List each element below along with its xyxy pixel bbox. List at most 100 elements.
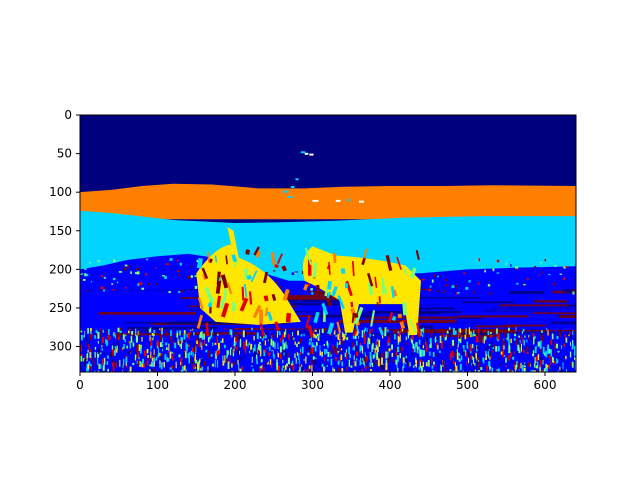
grass-streak	[353, 354, 355, 362]
grass-streak	[569, 351, 572, 358]
grass-streak	[559, 364, 561, 367]
grass-streak	[268, 346, 271, 351]
grass-streak	[94, 335, 96, 339]
grass-streak	[200, 341, 202, 348]
grass-streak	[432, 355, 435, 361]
grass-streak	[196, 340, 198, 344]
grass-streak	[559, 366, 561, 371]
grass-streak	[88, 339, 90, 341]
grass-streak	[547, 344, 549, 348]
grass-streak	[107, 336, 109, 341]
texture-speck	[289, 289, 293, 292]
grass-streak	[224, 355, 226, 363]
texture-speck	[515, 266, 519, 269]
zebra-stripe	[388, 312, 394, 322]
grass-streak	[381, 357, 383, 365]
grass-streak	[186, 333, 188, 338]
texture-speck	[552, 288, 554, 291]
texture-stripe	[448, 322, 487, 324]
zebra-stripe	[246, 274, 253, 280]
zebra-stripe	[307, 324, 314, 338]
grass-streak	[451, 350, 454, 357]
grass-streak	[492, 350, 494, 353]
grass-streak	[543, 369, 545, 372]
grass-streak	[435, 336, 437, 342]
grass-streak	[335, 356, 337, 362]
grass-streak	[99, 352, 102, 355]
grass-streak	[299, 364, 301, 367]
grass-streak	[207, 337, 210, 343]
grass-streak	[172, 364, 174, 370]
grass-streak	[251, 327, 253, 331]
grass-streak	[505, 365, 507, 368]
grass-streak	[197, 346, 199, 354]
grass-streak	[432, 361, 435, 365]
grass-streak	[522, 357, 524, 364]
texture-speck	[572, 288, 575, 292]
grass-streak	[388, 348, 391, 352]
grass-streak	[471, 355, 473, 360]
zebra-stripe	[345, 283, 348, 289]
grass-streak	[147, 348, 150, 351]
grass-streak	[399, 334, 401, 342]
grass-streak	[301, 346, 304, 354]
grass-streak	[126, 345, 128, 349]
grass-streak	[242, 332, 244, 336]
grass-streak	[542, 359, 544, 365]
grass-streak	[292, 362, 295, 371]
grass-streak	[335, 346, 338, 354]
zebra-stripe	[259, 309, 264, 324]
grass-streak	[529, 366, 532, 371]
grass-streak	[283, 343, 286, 350]
texture-speck	[141, 287, 145, 290]
grass-streak	[166, 368, 169, 372]
grass-streak	[209, 335, 211, 340]
grass-streak	[495, 330, 497, 337]
grass-streak	[531, 348, 533, 354]
grass-streak	[247, 344, 249, 348]
grass-streak	[171, 370, 173, 372]
texture-speck	[421, 278, 425, 281]
zebra-stripe	[384, 286, 388, 295]
grass-streak	[185, 342, 187, 350]
grass-streak	[266, 365, 269, 370]
grass-streak	[262, 338, 264, 341]
grass-streak	[337, 360, 340, 365]
grass-streak	[170, 336, 173, 342]
grass-streak	[354, 361, 357, 367]
grass-streak	[277, 347, 279, 350]
grass-streak	[260, 365, 263, 369]
grass-streak	[148, 370, 150, 372]
texture-speck	[145, 258, 149, 261]
grass-streak	[510, 351, 512, 358]
grass-streak	[557, 359, 559, 363]
texture-speck	[492, 267, 495, 272]
grass-streak	[89, 366, 92, 369]
grass-streak	[350, 365, 353, 368]
grass-streak	[271, 333, 274, 338]
grass-streak	[498, 333, 500, 340]
texture-speck	[307, 283, 310, 287]
grass-streak	[86, 353, 88, 362]
sky-speck	[290, 186, 295, 189]
grass-streak	[181, 364, 184, 368]
grass-streak	[558, 358, 561, 364]
grass-streak	[135, 328, 137, 337]
grass-streak	[210, 330, 213, 338]
grass-streak	[367, 341, 369, 347]
grass-streak	[183, 333, 186, 340]
grass-streak	[546, 344, 548, 351]
grass-streak	[514, 333, 517, 337]
grass-streak	[87, 328, 89, 334]
grass-streak	[518, 351, 521, 354]
grass-streak	[361, 357, 363, 363]
grass-streak	[399, 353, 402, 359]
grass-streak	[557, 350, 560, 353]
grass-streak	[422, 361, 425, 368]
texture-stripe	[534, 300, 568, 303]
texture-speck	[100, 275, 104, 277]
zebra-stripe	[381, 277, 385, 295]
sky-speck	[300, 151, 306, 154]
texture-speck	[561, 262, 565, 266]
zebra-stripe	[248, 291, 253, 305]
